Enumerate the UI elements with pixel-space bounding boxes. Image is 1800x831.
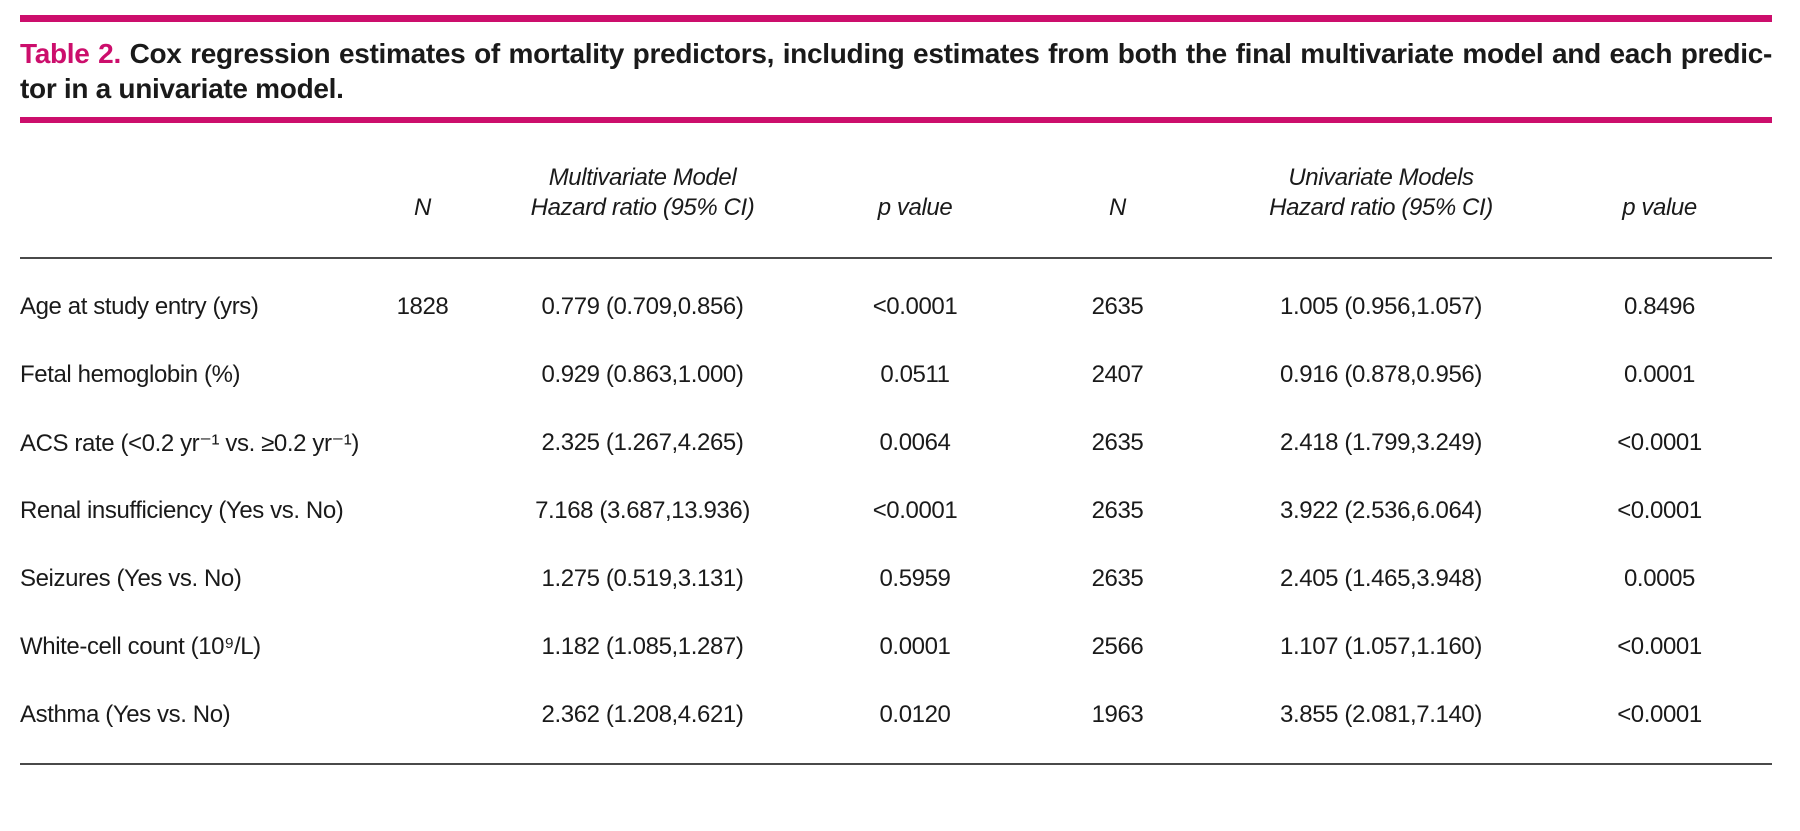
caption-line-1: Table 2. Cox regression estimates of mor…: [20, 36, 1772, 71]
p-value-multivariate-cell: 0.0120: [879, 701, 951, 728]
table-bottom-rule: [20, 763, 1772, 765]
caption-text-1: Cox regression estimates of mortality pr…: [129, 38, 1773, 69]
hazard-ratio-multivariate-cell: 1.275 (0.519,3.131): [541, 565, 744, 592]
p-value-multivariate-cell: 0.5959: [879, 565, 951, 592]
predictor-cell: Seizures (Yes vs. No): [20, 565, 242, 592]
group-header-spacer: [810, 163, 1020, 193]
table-body: Age at study entry (yrs) 1828 0.779 (0.7…: [20, 259, 1772, 763]
top-accent-rule: [20, 15, 1772, 22]
p-value-univariate-cell: <0.0001: [1617, 701, 1702, 728]
p-value-univariate-cell: <0.0001: [1617, 633, 1702, 660]
table-row: Fetal hemoglobin (%) 0.929 (0.863,1.000)…: [20, 341, 1772, 409]
column-header-p-value-multivariate: p value: [877, 194, 953, 221]
hazard-ratio-multivariate-cell: 2.325 (1.267,4.265): [541, 429, 744, 456]
n-univariate-cell: 2635: [1091, 429, 1144, 456]
n-multivariate-cell: 1828: [396, 293, 449, 320]
n-univariate-cell: 2566: [1091, 633, 1144, 660]
table-header: Multivariate Model Univariate Models N H…: [20, 123, 1772, 257]
p-value-univariate-cell: 0.0005: [1623, 565, 1695, 592]
caption-line-2: tor in a univariate model.: [20, 73, 344, 104]
hazard-ratio-univariate-cell: 0.916 (0.878,0.956): [1280, 361, 1482, 388]
table-figure: Table 2. Cox regression estimates of mor…: [20, 15, 1772, 813]
hazard-ratio-univariate-cell: 1.107 (1.057,1.160): [1280, 633, 1482, 660]
group-header-multivariate: Multivariate Model: [548, 164, 737, 191]
table-row: ACS rate (<0.2 yr⁻¹ vs. ≥0.2 yr⁻¹) 2.325…: [20, 409, 1772, 477]
predictor-cell: Renal insufficiency (Yes vs. No): [20, 497, 344, 524]
hazard-ratio-multivariate-cell: 0.779 (0.709,0.856): [541, 293, 744, 320]
n-univariate-cell: 1963: [1091, 701, 1144, 728]
hazard-ratio-multivariate-cell: 2.362 (1.208,4.621): [541, 701, 744, 728]
table-row: Asthma (Yes vs. No) 2.362 (1.208,4.621) …: [20, 681, 1772, 749]
caption-bottom-accent-rule: [20, 117, 1772, 123]
hazard-ratio-univariate-cell: 2.418 (1.799,3.249): [1280, 429, 1482, 456]
predictor-cell: ACS rate (<0.2 yr⁻¹ vs. ≥0.2 yr⁻¹): [20, 429, 359, 457]
predictor-cell: Age at study entry (yrs): [20, 293, 259, 320]
table-number-label: Table 2.: [20, 38, 121, 69]
n-multivariate-cell: [370, 341, 475, 409]
column-header-row: N Hazard ratio (95% CI) p value N Hazard…: [20, 193, 1772, 223]
table-caption: Table 2. Cox regression estimates of mor…: [20, 22, 1772, 117]
hazard-ratio-multivariate-cell: 0.929 (0.863,1.000): [541, 361, 744, 388]
p-value-multivariate-cell: 0.0001: [879, 633, 951, 660]
p-value-univariate-cell: <0.0001: [1617, 497, 1702, 524]
group-header-univariate: Univariate Models: [1288, 164, 1474, 191]
n-multivariate-cell: [370, 477, 475, 545]
n-multivariate-cell: [370, 545, 475, 613]
bottom-margin: [20, 765, 1772, 813]
table-row: Seizures (Yes vs. No) 1.275 (0.519,3.131…: [20, 545, 1772, 613]
column-header-predictor: [20, 193, 370, 223]
p-value-univariate-cell: <0.0001: [1617, 429, 1702, 456]
group-header-spacer: [1547, 163, 1772, 193]
hazard-ratio-univariate-cell: 3.855 (2.081,7.140): [1280, 701, 1482, 728]
column-header-hazard-ratio-univariate: Hazard ratio (95% CI): [1269, 194, 1493, 221]
p-value-multivariate-cell: <0.0001: [872, 497, 958, 524]
group-header-spacer: [20, 163, 370, 193]
hazard-ratio-univariate-cell: 1.005 (0.956,1.057): [1280, 293, 1482, 320]
p-value-multivariate-cell: 0.0064: [879, 429, 951, 456]
column-header-n-univariate: N: [1109, 194, 1126, 221]
table-row: Renal insufficiency (Yes vs. No) 7.168 (…: [20, 477, 1772, 545]
hazard-ratio-multivariate-cell: 7.168 (3.687,13.936): [535, 497, 750, 524]
hazard-ratio-multivariate-cell: 1.182 (1.085,1.287): [541, 633, 744, 660]
n-univariate-cell: 2407: [1091, 361, 1144, 388]
predictor-cell: Asthma (Yes vs. No): [20, 701, 231, 728]
header-separator-rule: [20, 257, 1772, 259]
table-row: Age at study entry (yrs) 1828 0.779 (0.7…: [20, 273, 1772, 341]
n-multivariate-cell: [370, 613, 475, 681]
column-header-n-multivariate: N: [414, 194, 431, 221]
table-row: White-cell count (10⁹/L) 1.182 (1.085,1.…: [20, 613, 1772, 681]
n-univariate-cell: 2635: [1091, 497, 1144, 524]
p-value-multivariate-cell: 0.0511: [880, 361, 950, 388]
column-header-p-value-univariate: p value: [1622, 194, 1697, 221]
p-value-univariate-cell: 0.8496: [1623, 293, 1695, 320]
p-value-univariate-cell: 0.0001: [1623, 361, 1695, 388]
n-univariate-cell: 2635: [1091, 565, 1144, 592]
n-multivariate-cell: [370, 681, 475, 749]
group-header-spacer: [1020, 163, 1215, 193]
n-univariate-cell: 2635: [1091, 293, 1144, 320]
hazard-ratio-univariate-cell: 3.922 (2.536,6.064): [1280, 497, 1482, 524]
column-header-hazard-ratio-multivariate: Hazard ratio (95% CI): [530, 194, 755, 221]
predictor-cell: Fetal hemoglobin (%): [20, 361, 241, 388]
group-header-row: Multivariate Model Univariate Models: [20, 163, 1772, 193]
hazard-ratio-univariate-cell: 2.405 (1.465,3.948): [1280, 565, 1482, 592]
p-value-multivariate-cell: <0.0001: [872, 293, 958, 320]
n-multivariate-cell: [370, 409, 475, 477]
group-header-spacer: [370, 163, 475, 193]
predictor-cell: White-cell count (10⁹/L): [20, 633, 261, 660]
